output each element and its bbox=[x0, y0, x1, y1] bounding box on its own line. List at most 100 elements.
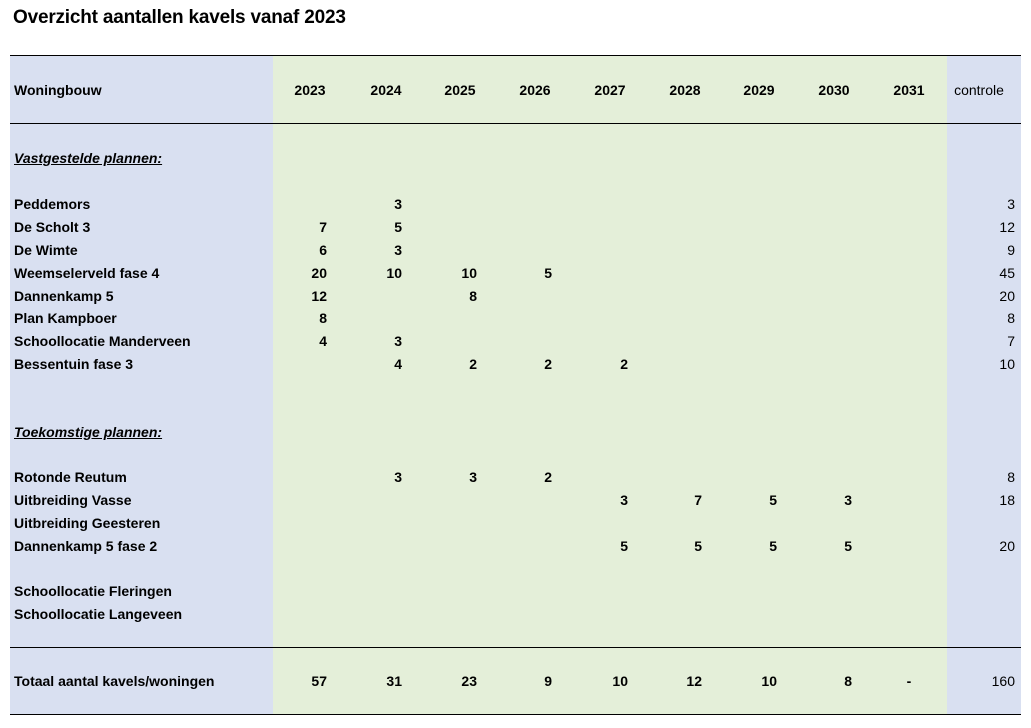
cell-value: 10 bbox=[461, 265, 477, 281]
cell-value: 6 bbox=[319, 242, 327, 258]
header-year: 2031 bbox=[893, 82, 925, 98]
cell-value: 2 bbox=[620, 356, 628, 372]
table-top-border bbox=[10, 55, 1021, 56]
header-bottom-border bbox=[10, 123, 1021, 124]
row-label: Uitbreiding Vasse bbox=[14, 492, 132, 508]
cell-value: 5 bbox=[769, 492, 777, 508]
control-value: 10 bbox=[999, 356, 1015, 372]
control-value: 8 bbox=[1007, 310, 1015, 326]
row-label: Dannenkamp 5 fase 2 bbox=[14, 538, 158, 554]
table-row: Uitbreiding Vasse 3 7 5 3 18 bbox=[0, 489, 1031, 511]
total-value: 31 bbox=[386, 673, 402, 689]
table-row: De Wimte 6 3 9 bbox=[0, 239, 1031, 261]
header-control: controle bbox=[954, 82, 1004, 98]
cell-value: 5 bbox=[620, 538, 628, 554]
total-value: 12 bbox=[686, 673, 702, 689]
cell-value: 3 bbox=[394, 469, 402, 485]
label-column-background bbox=[10, 55, 273, 715]
table-row: Plan Kampboer 8 8 bbox=[0, 307, 1031, 329]
table-row: Dannenkamp 5 fase 2 5 5 5 5 20 bbox=[0, 535, 1031, 557]
header-year: 2024 bbox=[370, 82, 402, 98]
total-value: 8 bbox=[844, 673, 852, 689]
cell-value: 7 bbox=[694, 492, 702, 508]
total-label: Totaal aantal kavels/woningen bbox=[14, 673, 215, 689]
header-year: 2025 bbox=[444, 82, 476, 98]
total-value: - bbox=[906, 673, 912, 689]
header-year: 2028 bbox=[669, 82, 701, 98]
cell-value: 8 bbox=[469, 288, 477, 304]
cell-value: 12 bbox=[311, 288, 327, 304]
section-heading-row: Vastgestelde plannen: bbox=[0, 147, 1031, 169]
cell-value: 8 bbox=[319, 310, 327, 326]
cell-value: 7 bbox=[319, 219, 327, 235]
cell-value: 5 bbox=[394, 219, 402, 235]
row-label: Plan Kampboer bbox=[14, 310, 117, 326]
total-value: 23 bbox=[461, 673, 477, 689]
control-value: 18 bbox=[999, 492, 1015, 508]
row-label: De Wimte bbox=[14, 242, 78, 258]
total-value: 10 bbox=[612, 673, 628, 689]
total-top-border bbox=[10, 647, 1021, 648]
header-year: 2027 bbox=[594, 82, 626, 98]
row-label: Peddemors bbox=[14, 196, 91, 212]
table-row: Schoollocatie Langeveen bbox=[0, 603, 1031, 625]
control-value: 12 bbox=[999, 219, 1015, 235]
row-label: De Scholt 3 bbox=[14, 219, 91, 235]
cell-value: 3 bbox=[394, 242, 402, 258]
row-label: Uitbreiding Geesteren bbox=[14, 515, 161, 531]
table-row: Schoollocatie Fleringen bbox=[0, 580, 1031, 602]
cell-value: 3 bbox=[620, 492, 628, 508]
table-row: Peddemors 3 3 bbox=[0, 193, 1031, 215]
cell-value: 2 bbox=[469, 356, 477, 372]
control-value: 9 bbox=[1007, 242, 1015, 258]
control-value: 45 bbox=[999, 265, 1015, 281]
cell-value: 4 bbox=[394, 356, 402, 372]
table-row: Schoollocatie Manderveen 4 3 7 bbox=[0, 330, 1031, 352]
control-value: 20 bbox=[999, 538, 1015, 554]
control-value: 7 bbox=[1007, 333, 1015, 349]
total-control: 160 bbox=[991, 673, 1015, 689]
header-year: 2023 bbox=[294, 82, 326, 98]
row-label: Schoollocatie Manderveen bbox=[14, 333, 191, 349]
section-heading: Vastgestelde plannen: bbox=[14, 150, 163, 166]
page-title: Overzicht aantallen kavels vanaf 2023 bbox=[13, 7, 346, 28]
control-column-background bbox=[947, 55, 1021, 715]
table-row: Weemselerveld fase 4 20 10 10 5 45 bbox=[0, 262, 1031, 284]
header-label: Woningbouw bbox=[14, 82, 102, 98]
total-value: 10 bbox=[761, 673, 777, 689]
cell-value: 3 bbox=[844, 492, 852, 508]
cell-value: 2 bbox=[544, 356, 552, 372]
cell-value: 2 bbox=[544, 469, 552, 485]
table-row: Dannenkamp 5 12 8 20 bbox=[0, 285, 1031, 307]
cell-value: 20 bbox=[311, 265, 327, 281]
row-label: Schoollocatie Langeveen bbox=[14, 606, 183, 622]
control-value: 20 bbox=[999, 288, 1015, 304]
row-label: Weemselerveld fase 4 bbox=[14, 265, 160, 281]
cell-value: 5 bbox=[844, 538, 852, 554]
row-label: Rotonde Reutum bbox=[14, 469, 127, 485]
table-row: Rotonde Reutum 3 3 2 8 bbox=[0, 466, 1031, 488]
years-column-background bbox=[273, 55, 947, 715]
control-value: 8 bbox=[1007, 469, 1015, 485]
table-header-row: Woningbouw 2023 2024 2025 2026 2027 2028 2029 20… bbox=[0, 79, 1031, 101]
section-heading-row: Toekomstige plannen: bbox=[0, 421, 1031, 443]
header-year: 2026 bbox=[519, 82, 551, 98]
cell-value: 3 bbox=[394, 196, 402, 212]
row-label: Schoollocatie Fleringen bbox=[14, 583, 172, 599]
row-label: Dannenkamp 5 bbox=[14, 288, 114, 304]
cell-value: 3 bbox=[394, 333, 402, 349]
cell-value: 3 bbox=[469, 469, 477, 485]
control-value: 3 bbox=[1007, 196, 1015, 212]
total-value: 9 bbox=[544, 673, 552, 689]
header-year: 2029 bbox=[743, 82, 775, 98]
section-heading: Toekomstige plannen: bbox=[14, 424, 163, 440]
cell-value: 4 bbox=[319, 333, 327, 349]
total-value: 57 bbox=[311, 673, 327, 689]
table-row: De Scholt 3 7 5 12 bbox=[0, 216, 1031, 238]
table-row: Bessentuin fase 3 4 2 2 2 10 bbox=[0, 353, 1031, 375]
cell-value: 5 bbox=[769, 538, 777, 554]
cell-value: 10 bbox=[386, 265, 402, 281]
table-row: Uitbreiding Geesteren bbox=[0, 512, 1031, 534]
cell-value: 5 bbox=[544, 265, 552, 281]
